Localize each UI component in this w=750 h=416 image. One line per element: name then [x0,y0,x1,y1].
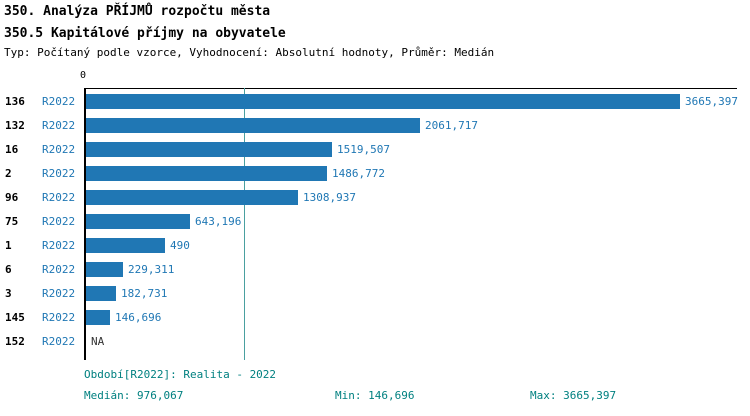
row-category-label: 75 [5,215,19,228]
bar [86,118,420,133]
bar-value-label: 1486,772 [332,167,385,180]
chart-row: 6 R2022 229,311 [0,258,750,282]
chart-row: 75 R2022 643,196 [0,210,750,234]
bar [86,190,298,205]
bar-value-label: 643,196 [195,215,242,228]
bar [86,262,123,277]
bar [86,238,165,253]
bar [86,94,680,109]
bar-value-label: 490 [170,239,190,252]
row-series-label: R2022 [42,119,76,132]
row-series-label: R2022 [42,335,76,348]
row-series-label: R2022 [42,287,76,300]
chart-row: 136 R2022 3665,397 [0,90,750,114]
bar-value-label: 3665,397 [685,95,738,108]
row-category-label: 145 [5,311,25,324]
zero-axis-line [84,88,86,360]
bar-value-label: 182,731 [121,287,168,300]
bar [86,310,110,325]
footer-min-label: Min: 146,696 [335,389,415,402]
chart-subtitle: 350.5 Kapitálové příjmy na obyvatele [4,26,286,41]
row-series-label: R2022 [42,311,76,324]
chart-row: 16 R2022 1519,507 [0,138,750,162]
bar-value-label: 1519,507 [337,143,390,156]
row-series-label: R2022 [42,143,76,156]
plot-top-border [84,88,737,89]
row-series-label: R2022 [42,215,76,228]
row-series-label: R2022 [42,263,76,276]
median-reference-line [244,88,245,360]
bar-value-label: 2061,717 [425,119,478,132]
bar-value-label: 1308,937 [303,191,356,204]
row-category-label: 16 [5,143,19,156]
bar-value-label: 146,696 [115,311,162,324]
footer-max-label: Max: 3665,397 [530,389,617,402]
x-axis-zero-label: 0 [80,70,87,81]
row-category-label: 152 [5,335,25,348]
footer-period-label: Období[R2022]: Realita - 2022 [84,368,277,381]
bar [86,214,190,229]
row-category-label: 6 [5,263,12,276]
row-category-label: 2 [5,167,12,180]
bar-value-label: NA [91,335,105,348]
chart-title: 350. Analýza PŘÍJMŮ rozpočtu města [4,4,271,19]
bar [86,286,116,301]
bar [86,142,332,157]
row-series-label: R2022 [42,95,76,108]
bar-value-label: 229,311 [128,263,175,276]
chart-row: 152 R2022 NA [0,330,750,354]
row-series-label: R2022 [42,239,76,252]
row-series-label: R2022 [42,167,76,180]
row-category-label: 96 [5,191,19,204]
chart-row: 145 R2022 146,696 [0,306,750,330]
row-series-label: R2022 [42,191,76,204]
chart-row: 1 R2022 490 [0,234,750,258]
bar [86,166,327,181]
chart-row: 132 R2022 2061,717 [0,114,750,138]
chart-row: 96 R2022 1308,937 [0,186,750,210]
chart-meta-line: Typ: Počítaný podle vzorce, Vyhodnocení:… [4,46,495,59]
chart-row: 2 R2022 1486,772 [0,162,750,186]
row-category-label: 132 [5,119,25,132]
row-category-label: 1 [5,239,12,252]
chart-row: 3 R2022 182,731 [0,282,750,306]
footer-median-label: Medián: 976,067 [84,389,184,402]
row-category-label: 3 [5,287,12,300]
row-category-label: 136 [5,95,25,108]
